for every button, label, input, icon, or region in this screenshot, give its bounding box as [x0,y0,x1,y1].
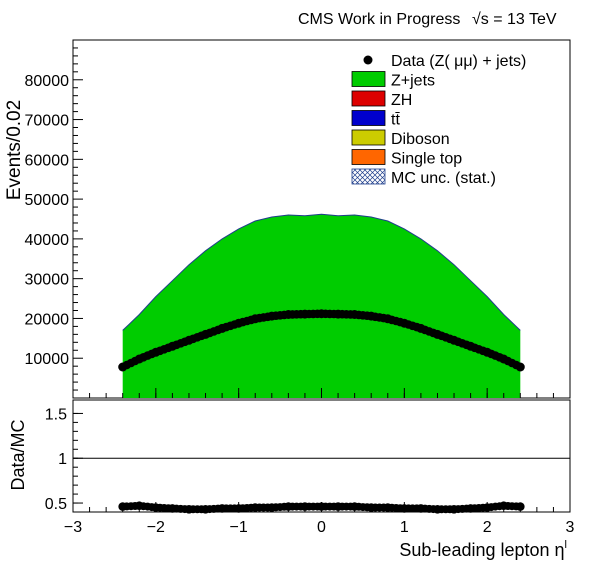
data-point-fill [478,346,488,356]
ratio-point-fill [131,502,140,510]
ratio-y-tick-label: 0.5 [45,496,67,513]
ratio-point-fill [379,503,388,512]
ratio-y-tick-label: 1 [58,451,67,468]
y-tick-label: 50000 [25,192,70,209]
legend-swatch [351,129,386,146]
data-point-fill [412,322,422,332]
legend: Data (Z( μμ) + jets) Z+jets ZH tt̄ Diboson Si… [351,53,526,187]
y-tick-label: 80000 [25,73,70,90]
mc-unc-edge [122,213,521,331]
x-tick-label: −2 [147,519,165,536]
legend-swatch [351,149,386,165]
y-tick-label: 70000 [25,113,70,130]
y-tick-label: 10000 [25,351,70,368]
data-point-fill [511,360,521,370]
legend-swatch [351,71,386,87]
ratio-point-fill [247,503,256,512]
ratio-point-fill [164,504,173,513]
main-y-axis-label: Events/0.02 [4,100,25,200]
data-point-fill [445,334,455,344]
data-point-fill [329,309,339,319]
ratio-point-fill [512,502,521,511]
ratio-point-fill [280,502,289,511]
x-tick-label: −3 [64,519,82,536]
y-tick-label: 60000 [25,152,70,169]
data-point-fill [362,311,372,321]
legend-label: MC unc. (stat.) [391,170,496,187]
data-point-fill [246,315,256,325]
legend-label: Data (Z( μμ) + jets) [391,53,526,70]
legend-label: Z+jets [391,73,435,90]
data-point-fill [164,343,173,353]
data-point-fill [462,340,471,350]
data-point-fill [180,337,190,347]
ratio-point-fill [230,504,239,513]
x-tick-label: 2 [483,519,492,536]
y-tick-label: 40000 [25,232,70,249]
data-point-fill [395,317,405,327]
x-tick-label: 3 [566,519,575,536]
ratio-point-fill [445,505,454,514]
data-point-fill [213,325,223,335]
x-axis: −3 −2 −1 0 1 2 3 [64,388,575,536]
y-tick-label: 20000 [25,311,70,328]
ratio-point-fill [363,503,372,512]
ratio-y-axis-label: Data/MC [8,419,28,490]
data-point-fill [495,353,504,362]
x-tick-label: −1 [230,519,248,536]
ratio-plot-frame [72,399,571,513]
zjets-histogram [122,214,521,398]
ratio-point-fill [479,503,487,512]
data-point-fill [296,309,306,319]
data-point-fill [197,331,206,341]
ratio-y-axis: 0.5 1 1.5 [45,406,83,513]
ratio-point-fill [147,503,156,512]
legend-marker-data [363,55,373,65]
data-point-fill [379,313,388,323]
legend-label: Single top [391,151,462,168]
data-point-fill [263,312,273,322]
x-axis-label-sup: l [565,539,567,551]
ratio-point-fill [495,502,504,511]
ratio-point-fill [296,502,305,511]
main-plot-area [118,213,525,398]
legend-swatch-hatch [351,168,386,185]
legend-label: ZH [391,92,412,109]
experiment-label: CMS Work in Progress [298,11,460,28]
ratio-point-fill [263,503,272,512]
legend-label: Diboson [391,131,450,148]
data-point-fill [230,320,239,329]
energy-label: √s = 13 TeV [472,11,557,28]
data-point-fill [429,328,438,338]
y-tick-label: 30000 [25,272,70,289]
x-axis-label: Sub-leading lepton ηl [399,539,567,560]
ratio-point-fill [197,505,206,514]
data-point-fill [346,310,355,319]
ratio-point-fill [214,504,222,513]
ratio-point-fill [396,504,405,513]
ratio-y-tick-label: 1.5 [45,406,67,423]
ratio-point-fill [329,502,338,511]
main-y-axis: 10000 20000 30000 40000 50000 60000 70000 80000 [25,47,83,391]
ratio-point-fill [313,502,322,511]
ratio-point-fill [412,504,421,513]
x-axis-label-main: Sub-leading lepton η [399,540,564,560]
ratio-point-fill [180,505,189,514]
data-point-fill [279,310,289,320]
legend-swatch [351,110,386,126]
data-point-fill [130,356,140,366]
x-tick-label: 1 [400,519,409,536]
ratio-point-fill [462,504,471,513]
legend-label: tt̄ [391,112,400,129]
legend-swatch [351,90,386,107]
x-tick-label: 0 [317,519,326,536]
ratio-point-fill [346,502,355,511]
data-point-fill [313,309,322,319]
ratio-point-fill [429,505,438,514]
data-point-fill [147,349,156,359]
